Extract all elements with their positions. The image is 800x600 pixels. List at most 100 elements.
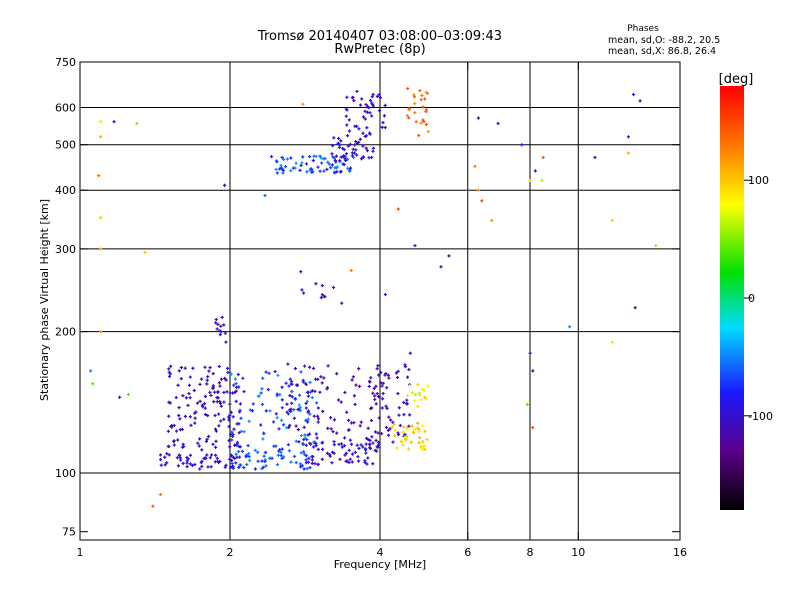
data-point — [216, 390, 220, 394]
data-point — [383, 292, 387, 297]
data-point — [183, 414, 187, 418]
data-point — [350, 460, 354, 464]
data-point — [222, 390, 226, 395]
data-point — [329, 427, 333, 431]
data-point — [316, 377, 320, 381]
data-point — [359, 443, 363, 447]
data-point — [237, 455, 242, 459]
data-point — [165, 461, 169, 465]
data-point — [331, 430, 335, 434]
data-point — [305, 399, 309, 403]
data-point — [167, 367, 171, 371]
data-point — [334, 154, 339, 158]
data-point — [320, 381, 324, 385]
y-tick-label: 400 — [55, 184, 76, 197]
data-point — [217, 364, 221, 369]
data-point — [215, 400, 219, 404]
data-point — [304, 461, 308, 465]
data-point — [350, 151, 355, 155]
data-point — [292, 454, 297, 458]
data-point — [361, 131, 365, 135]
data-point — [177, 369, 181, 373]
data-point — [279, 164, 283, 168]
data-point — [158, 453, 163, 457]
data-point — [200, 448, 204, 452]
data-point — [234, 389, 238, 393]
data-point — [311, 158, 315, 163]
data-point — [413, 393, 418, 397]
data-point — [236, 372, 240, 377]
data-point — [541, 155, 545, 159]
data-point — [239, 416, 243, 420]
data-point — [256, 394, 260, 398]
data-point — [279, 450, 283, 454]
data-point — [346, 134, 350, 138]
data-point — [349, 421, 354, 425]
data-point — [215, 396, 219, 400]
data-point — [337, 136, 341, 141]
data-point — [330, 152, 334, 156]
data-point — [417, 427, 421, 431]
data-point — [206, 465, 210, 469]
data-point — [197, 444, 201, 448]
data-point — [235, 440, 240, 444]
data-point — [343, 158, 348, 163]
data-point — [325, 387, 329, 391]
data-point — [332, 451, 336, 455]
data-point — [306, 433, 310, 437]
data-point — [202, 402, 207, 406]
data-point — [99, 216, 103, 220]
data-points — [89, 87, 658, 508]
data-point — [241, 376, 245, 380]
data-point — [223, 183, 227, 187]
data-point — [392, 434, 397, 438]
data-point — [375, 94, 379, 98]
data-point — [403, 365, 407, 369]
data-point — [368, 98, 373, 103]
data-point — [364, 442, 368, 446]
data-point — [316, 420, 320, 424]
y-axis-label: Stationary phase Virtual Height [km] — [38, 199, 51, 401]
data-point — [298, 462, 302, 466]
data-point — [299, 163, 303, 167]
data-point — [260, 387, 264, 391]
data-point — [352, 394, 356, 398]
data-point — [219, 330, 223, 334]
data-point — [425, 91, 430, 95]
data-point — [364, 451, 368, 455]
data-point — [473, 164, 477, 168]
data-point — [347, 448, 351, 452]
data-point — [347, 428, 351, 432]
data-point — [344, 152, 349, 156]
data-point — [335, 431, 339, 435]
data-point — [268, 456, 272, 460]
data-point — [227, 425, 231, 429]
data-point — [370, 101, 374, 105]
data-point — [380, 125, 384, 129]
data-point — [322, 294, 326, 298]
data-point — [395, 375, 400, 380]
data-point — [316, 406, 320, 410]
data-point — [386, 373, 390, 377]
data-point — [419, 98, 423, 102]
data-point — [407, 368, 411, 372]
data-point — [369, 407, 373, 411]
data-point — [342, 148, 346, 152]
data-point — [302, 291, 306, 295]
data-point — [300, 161, 304, 165]
data-point — [316, 414, 320, 418]
data-point — [304, 382, 308, 387]
data-point — [330, 163, 334, 167]
data-point — [167, 444, 171, 449]
data-point — [214, 317, 218, 322]
data-point — [358, 103, 363, 107]
data-point — [285, 402, 289, 406]
data-point — [172, 423, 176, 428]
data-point — [219, 404, 223, 408]
data-point — [298, 409, 303, 413]
data-point — [188, 453, 193, 457]
data-point — [398, 423, 402, 428]
data-point — [174, 395, 178, 400]
data-point — [170, 425, 174, 429]
data-point — [337, 442, 341, 446]
